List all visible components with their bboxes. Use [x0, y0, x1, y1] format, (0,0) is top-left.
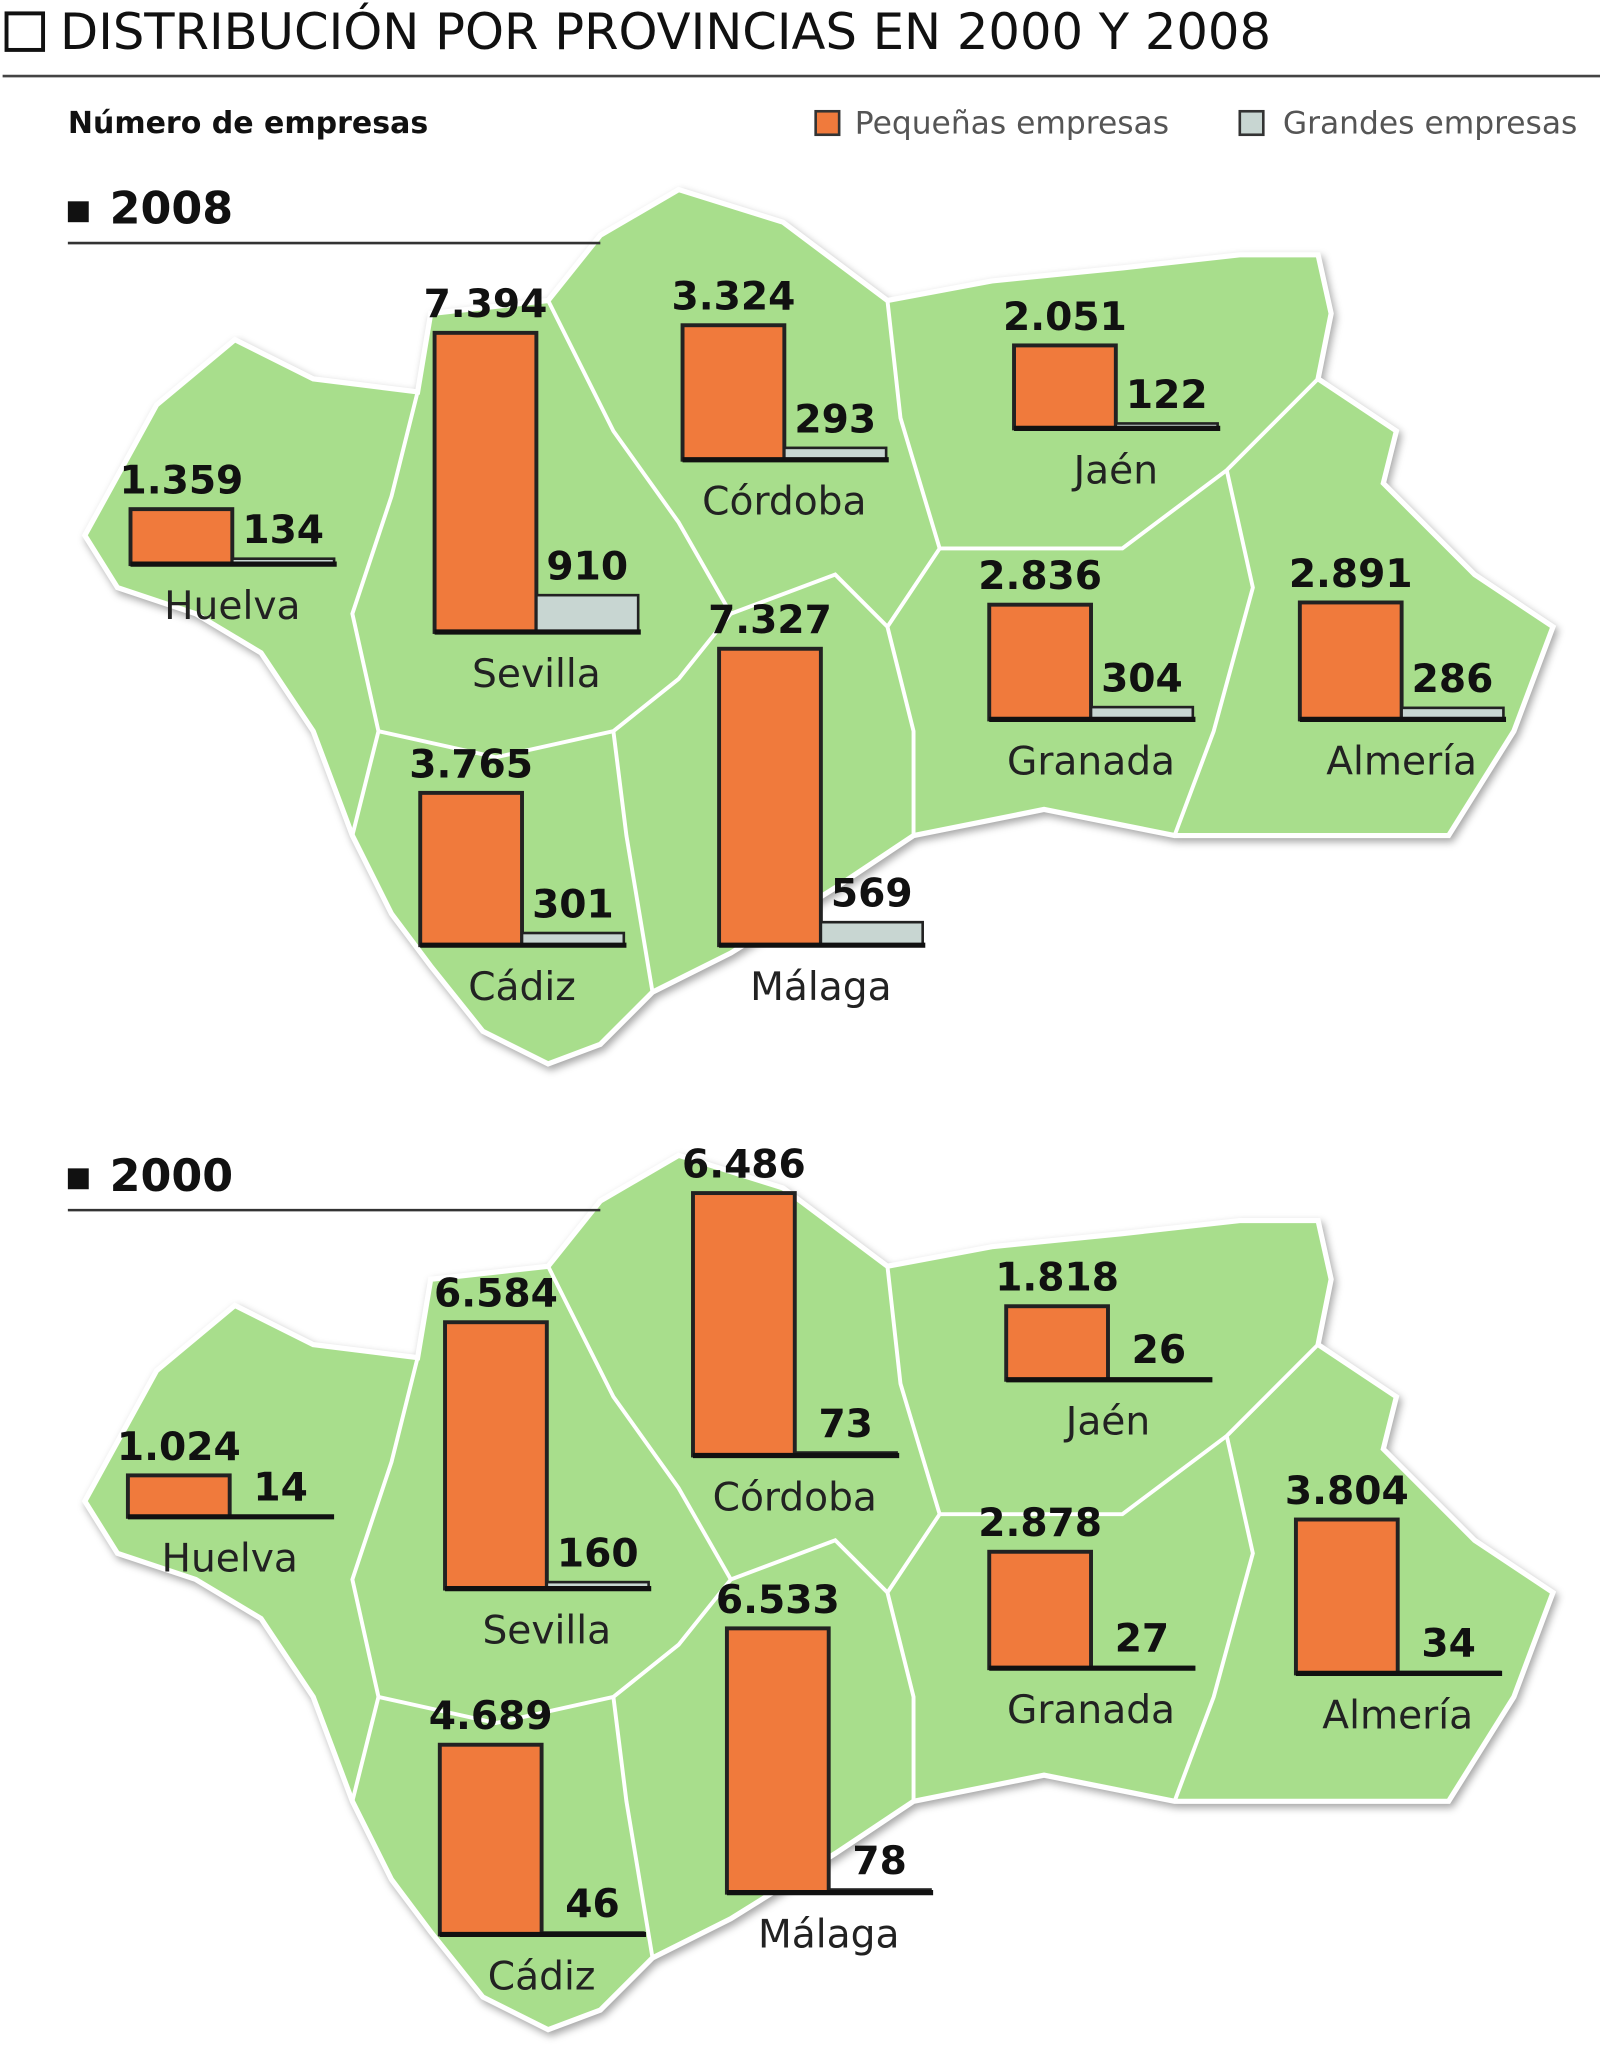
panel-title: 2008 [110, 184, 233, 235]
province-label: Cádiz [468, 965, 576, 1010]
legend-swatch [1238, 109, 1265, 137]
small-firms-bar [691, 1191, 797, 1458]
large-firms-bar [819, 920, 924, 947]
small-firms-bar [717, 646, 823, 948]
subtitle: Número de empresas [68, 106, 428, 141]
large-value-label: 910 [546, 545, 628, 590]
province-label: Córdoba [713, 1475, 877, 1520]
province-label: Málaga [750, 965, 891, 1010]
province-label: Almería [1326, 739, 1477, 784]
small-firms-bar [987, 602, 1093, 722]
small-firms-bar [432, 330, 539, 634]
small-value-label: 1.024 [117, 1425, 241, 1470]
small-firms-bar [418, 790, 524, 948]
large-value-label: 27 [1115, 1617, 1169, 1662]
small-value-label: 6.533 [716, 1578, 840, 1623]
small-value-label: 4.689 [429, 1694, 553, 1739]
small-firms-bar [443, 1320, 549, 1591]
title-box [4, 11, 46, 52]
small-value-label: 2.836 [978, 554, 1102, 599]
small-firms-bar [128, 507, 235, 567]
large-value-label: 304 [1101, 657, 1183, 702]
year-marker [67, 201, 89, 223]
province-label: Granada [1007, 1688, 1175, 1733]
small-value-label: 2.891 [1289, 552, 1413, 597]
small-value-label: 3.765 [409, 742, 533, 787]
province-label: Huelva [162, 1537, 298, 1582]
large-value-label: 73 [818, 1402, 872, 1447]
legend-label: Grandes empresas [1283, 105, 1578, 141]
large-value-label: 78 [852, 1839, 906, 1884]
small-firms-bar [724, 1626, 831, 1895]
small-firms-bar [1293, 1517, 1400, 1676]
large-value-label: 122 [1126, 373, 1208, 418]
large-value-label: 134 [242, 508, 324, 553]
large-value-label: 569 [831, 872, 913, 917]
large-value-label: 14 [253, 1466, 307, 1511]
large-value-label: 301 [532, 882, 614, 927]
small-value-label: 6.486 [682, 1142, 806, 1187]
small-value-label: 3.804 [1285, 1469, 1409, 1514]
small-value-label: 7.394 [424, 282, 548, 327]
small-firms-bar [1004, 1304, 1110, 1382]
small-value-label: 2.051 [1003, 295, 1127, 340]
province-label: Jaén [1063, 1400, 1150, 1445]
small-value-label: 1.818 [995, 1256, 1119, 1301]
province-label: Málaga [758, 1913, 899, 1958]
large-value-label: 286 [1412, 657, 1494, 702]
province-label: Cádiz [488, 1954, 596, 1999]
small-firms-bar [125, 1473, 232, 1519]
province-label: Jaén [1071, 448, 1158, 493]
province-label: Córdoba [702, 480, 866, 525]
small-value-label: 2.878 [978, 1501, 1102, 1546]
province-label: Sevilla [472, 652, 601, 697]
year-marker [67, 1168, 89, 1190]
small-value-label: 7.327 [708, 598, 832, 643]
large-value-label: 160 [557, 1532, 639, 1577]
small-value-label: 6.584 [434, 1272, 558, 1317]
large-value-label: 293 [794, 397, 876, 442]
province-label: Almería [1322, 1693, 1473, 1738]
large-value-label: 46 [565, 1882, 619, 1927]
small-firms-bar [680, 323, 787, 462]
province-label: Granada [1007, 739, 1175, 784]
small-firms-bar [1012, 343, 1118, 431]
small-firms-bar [437, 1742, 544, 1937]
legend-swatch [814, 109, 841, 137]
small-value-label: 1.359 [119, 459, 243, 504]
large-value-label: 34 [1421, 1621, 1475, 1666]
title: DISTRIBUCIÓN POR PROVINCIAS EN 2000 Y 20… [60, 2, 1271, 61]
legend-label: Pequeñas empresas [855, 105, 1169, 141]
large-firms-bar [535, 593, 640, 634]
large-value-label: 26 [1132, 1328, 1186, 1373]
province-label: Sevilla [482, 1608, 611, 1653]
panel-title: 2000 [110, 1151, 233, 1202]
small-value-label: 3.324 [672, 275, 796, 320]
small-firms-bar [987, 1549, 1093, 1671]
small-firms-bar [1297, 600, 1404, 722]
province-label: Huelva [164, 584, 300, 629]
